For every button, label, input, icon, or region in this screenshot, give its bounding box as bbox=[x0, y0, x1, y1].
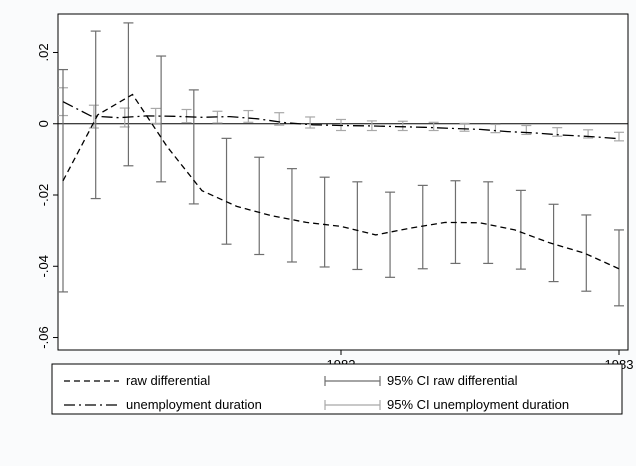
y-tick-label: -.04 bbox=[36, 255, 51, 277]
legend-label: unemployment duration bbox=[126, 397, 262, 412]
legend: raw differential 95% CI raw differential u… bbox=[52, 364, 622, 414]
y-tick-label: -.02 bbox=[36, 184, 51, 206]
y-tick-label: -.06 bbox=[36, 326, 51, 348]
y-tick-label: 0 bbox=[36, 120, 51, 127]
legend-label: 95% CI unemployment duration bbox=[387, 397, 569, 412]
plot-frame bbox=[58, 14, 628, 350]
legend-label: raw differential bbox=[126, 373, 210, 388]
legend-label: 95% CI raw differential bbox=[387, 373, 518, 388]
plot-area bbox=[58, 14, 628, 350]
y-tick-label: .02 bbox=[36, 43, 51, 61]
